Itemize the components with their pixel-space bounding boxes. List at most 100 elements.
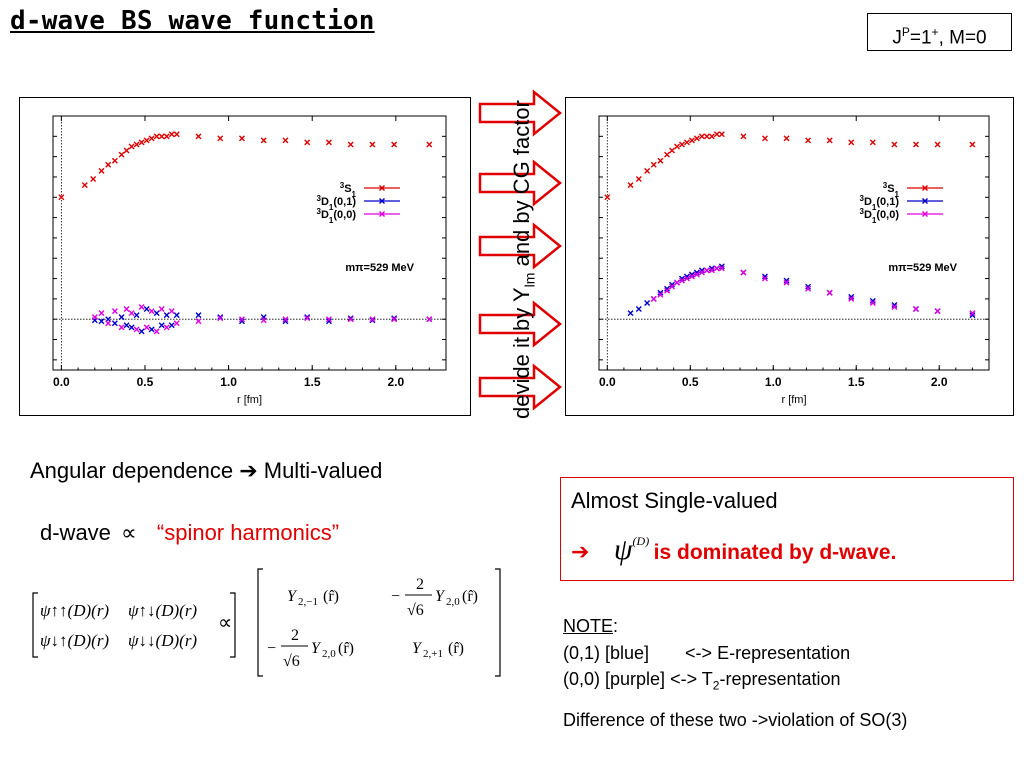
- data-point: [688, 273, 695, 280]
- legend-marker: [922, 211, 928, 217]
- data-point: [650, 161, 657, 168]
- data-point: [369, 316, 376, 323]
- y-2-pos1-arg: (r̂): [448, 640, 464, 657]
- data-point: [195, 133, 202, 140]
- side-text-part2: and by CG factor: [509, 100, 534, 273]
- red-arrows: [478, 89, 562, 411]
- note-blue-label: (0,1) [blue]: [563, 643, 650, 663]
- psi-matrix: ψ↑↑(D)(r) ψ↑↓(D)(r) ψ↓↑(D)(r) ψ↓↓(D)(r): [32, 592, 236, 658]
- data-point: [347, 316, 354, 323]
- red-arrow-icon: [478, 222, 562, 270]
- data-point: [148, 326, 155, 333]
- data-point: [325, 318, 332, 325]
- data-point: [683, 139, 690, 146]
- data-point: [118, 324, 125, 331]
- data-point: [217, 314, 224, 321]
- note-heading: NOTE:: [563, 616, 618, 637]
- y-2-neg1: Y: [287, 588, 298, 605]
- data-point: [783, 279, 790, 286]
- data-point: [869, 297, 876, 304]
- data-point: [678, 141, 685, 148]
- data-point: [81, 182, 88, 189]
- data-point: [664, 285, 671, 292]
- page-title: d-wave BS wave function: [10, 6, 375, 36]
- side-text-part1: devide it by Y: [509, 287, 534, 419]
- data-point: [168, 308, 175, 315]
- data-point: [304, 314, 311, 321]
- y-2-0-a-arg: (r̂): [462, 588, 478, 605]
- spinor-harmonics-text: “spinor harmonics”: [156, 520, 340, 545]
- data-point: [693, 135, 700, 142]
- red-arrow-icon: [478, 300, 562, 348]
- data-point: [644, 299, 651, 306]
- data-point: [111, 320, 118, 327]
- side-text-sub: lm: [521, 272, 538, 288]
- right-arrow-icon: ➔: [239, 458, 258, 483]
- note-e-rep: E-representation: [717, 643, 851, 663]
- data-point: [674, 143, 680, 150]
- right-chart: 0.0 0.5 1.0 1.5 2.0 r [fm] 3S13D1(0,1)3D1(0,0)…: [598, 115, 990, 406]
- y-2-0-b-arg: (r̂): [338, 640, 354, 657]
- data-point: [826, 289, 833, 296]
- data-point: [369, 317, 376, 324]
- data-point: [133, 326, 140, 333]
- data-point: [123, 322, 130, 329]
- data-point: [657, 291, 664, 298]
- y-2-neg1-sub: 2,−1: [298, 596, 318, 608]
- data-point: [111, 157, 118, 164]
- data-point: [238, 135, 245, 142]
- data-point: [713, 131, 720, 138]
- data-point: [761, 275, 768, 282]
- data-point: [669, 281, 676, 288]
- matrix-proportional-icon: ∝: [218, 612, 233, 634]
- data-point: [604, 194, 611, 201]
- neg-sign-1: −: [391, 588, 400, 605]
- data-point: [391, 316, 398, 323]
- x-tick-label: 2.0: [387, 375, 404, 389]
- data-point: [217, 135, 224, 142]
- data-point: [98, 318, 105, 325]
- y-2-pos1-sub: 2,+1: [423, 648, 443, 660]
- note-line-1: (0,1) [blue] <-> E-representation: [563, 643, 850, 664]
- proportional-icon: ∝: [121, 520, 137, 545]
- note-t2-rep: -representation: [719, 669, 841, 689]
- data-point: [664, 287, 671, 294]
- angular-result: Multi-valued: [263, 458, 383, 483]
- data-point: [282, 316, 289, 323]
- data-point: [426, 316, 433, 323]
- data-point: [138, 304, 145, 311]
- bidirectional-arrow-icon: <->: [685, 643, 713, 663]
- data-point: [138, 328, 145, 335]
- divide-instruction: devide it by Ylm and by CG factor: [507, 100, 538, 419]
- y-2-neg1-arg: (r̂): [323, 588, 339, 605]
- data-point: [158, 133, 165, 140]
- data-point: [163, 324, 170, 331]
- data-point: [128, 143, 135, 150]
- data-point: [118, 314, 125, 321]
- left-plot-frame: 0.0 0.5 1.0 1.5 2.0 r [fm] 3S1 3D1(0,1) 3D1(0,0)…: [19, 97, 471, 416]
- data-point: [688, 137, 695, 144]
- red-arrow-glyph-icon: ➔: [571, 539, 590, 564]
- data-point: [238, 316, 245, 323]
- bidirectional-arrow-icon: <->: [670, 669, 698, 689]
- data-point: [635, 175, 642, 182]
- legend-marker: [922, 198, 928, 204]
- plot-area: [598, 115, 990, 371]
- data-point: [90, 175, 97, 182]
- data-point: [848, 295, 855, 302]
- legend-marker: [922, 185, 928, 191]
- data-point: [260, 317, 267, 324]
- data-point: [143, 137, 150, 144]
- data-point: [123, 147, 130, 154]
- data-point: [805, 283, 812, 290]
- data-point: [195, 312, 202, 319]
- x-tick-label: 0.5: [137, 375, 154, 389]
- data-point: [693, 271, 700, 278]
- data-point: [163, 133, 170, 140]
- data-point: [168, 131, 175, 138]
- legend-label: 3D1(0,1): [317, 194, 357, 212]
- data-point: [740, 133, 747, 140]
- data-point: [650, 295, 657, 302]
- data-point: [657, 157, 664, 164]
- data-point: [688, 271, 695, 278]
